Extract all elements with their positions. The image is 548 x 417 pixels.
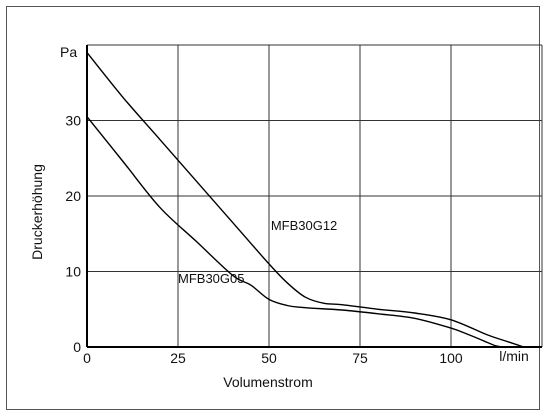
y-tick-label: 0 <box>73 339 81 355</box>
x-tick-label: 50 <box>261 350 277 366</box>
x-axis-label: Volumenstrom <box>223 374 312 390</box>
tick-labels: 0 25 50 75 100 0 10 20 30 <box>65 113 462 367</box>
series-line-2 <box>86 116 503 348</box>
x-tick-label: 75 <box>352 350 368 366</box>
y-tick-label: 10 <box>65 264 81 280</box>
x-tick-label: 25 <box>170 350 186 366</box>
y-unit-label: Pa <box>60 44 77 60</box>
axes <box>86 45 542 348</box>
series-line-1 <box>86 52 525 348</box>
x-tick-label: 0 <box>83 350 91 366</box>
grid <box>87 44 543 347</box>
series-annotation: MFB30G12 <box>271 218 337 233</box>
y-tick-label: 20 <box>65 188 81 204</box>
series-lines <box>86 52 525 348</box>
y-axis-label: Druckerhöhung <box>29 164 45 260</box>
series-annotation: MFB30G05 <box>178 271 244 286</box>
x-unit-label: l/min <box>499 348 529 364</box>
series-annotations: MFB30G12 MFB30G05 <box>178 218 337 286</box>
y-tick-label: 30 <box>65 113 81 129</box>
x-tick-label: 100 <box>439 350 463 366</box>
